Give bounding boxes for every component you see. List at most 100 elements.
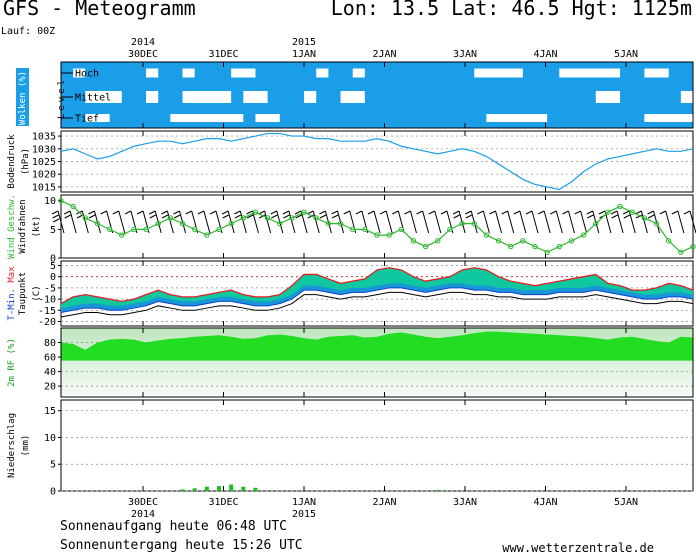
wind-barb-flag (173, 210, 180, 215)
wind-barb (300, 210, 308, 234)
humidity-tick-label: 40 (44, 367, 56, 378)
precipitation-tick-label: 5 (50, 460, 56, 471)
wind-speed-point (143, 226, 149, 233)
wind-barb-flag (295, 214, 302, 219)
wind-series-label: Wind Geschw. (7, 194, 17, 259)
wind-speed-point (106, 226, 113, 233)
wind-barb-flag (294, 210, 302, 215)
cloud-ylabel-text: Wolken (%) (18, 71, 28, 125)
cloud-cell (170, 114, 244, 122)
wind-barb (458, 210, 466, 234)
wind-barb-flag (149, 214, 157, 219)
wind-barb (179, 210, 187, 234)
precipitation-bar (204, 486, 209, 491)
cloud-cell (85, 91, 122, 103)
wind-speed-point (70, 203, 76, 210)
wind-barb (409, 210, 417, 234)
pressure-tick-label: 1035 (32, 132, 56, 143)
wind-speed-point (556, 243, 563, 250)
wind-barb-flag (221, 210, 229, 215)
wind-speed-point (471, 220, 477, 227)
precipitation-bar (229, 484, 234, 491)
wind-barb (640, 210, 648, 234)
top-day-label: 1JAN (292, 49, 316, 60)
temperature-tick-label: 5 (50, 261, 56, 272)
wind-barb-flag (161, 210, 168, 215)
cloud-panel-frame (60, 61, 694, 129)
wind-tick-label: 0 (50, 254, 56, 265)
wind-speed-point (325, 220, 332, 227)
wind-speed-point (264, 215, 271, 221)
wind-speed-point (301, 209, 307, 215)
wind-barb-flag (209, 210, 217, 215)
cloud-cell (644, 68, 669, 78)
precipitation-bar (180, 489, 185, 491)
wind-barb-flag (234, 214, 242, 219)
wind-barb-flag (161, 214, 169, 219)
wind-barb-flag (598, 210, 606, 215)
wind-barb (580, 210, 588, 234)
pressure-ylabel-unit: (hPa) (21, 148, 31, 175)
wind-barb (69, 210, 77, 234)
cloud-label-box (16, 68, 29, 126)
precipitation-ylabel: Niederschlag (mm) (7, 413, 31, 478)
wind-speed-point (580, 232, 587, 238)
wind-barb-flag (501, 210, 508, 215)
wind-barb-flag (525, 210, 533, 215)
cloud-cell (680, 91, 696, 103)
wind-barb-flag (331, 214, 339, 219)
wind-barb (543, 210, 551, 234)
temperature-tick-label: 0 (50, 272, 56, 283)
pressure-tick-label: 1030 (32, 144, 56, 155)
humidity-ylabel-text: 2m RF (%) (7, 338, 17, 387)
cloud-cell (73, 68, 86, 78)
wind-panel-frame (60, 194, 694, 259)
wind-speed-point (617, 203, 623, 210)
cloud-level-label: Hoch (75, 69, 99, 80)
wind-barb-flag (246, 210, 253, 215)
wind-barb-flag (63, 210, 71, 215)
humidity-tick-label: 80 (44, 338, 56, 349)
wind-barb-flag (367, 210, 375, 215)
wind-speed-point (131, 226, 137, 233)
top-day-label: 5JAN (614, 49, 638, 60)
website-link[interactable]: www.wetterzentrale.de (502, 541, 654, 553)
wind-speed-point (277, 220, 283, 227)
cloud-cell (182, 68, 195, 78)
wind-barb (665, 210, 673, 234)
wind-barb (276, 210, 284, 234)
wind-speed-point (386, 232, 392, 238)
wind-barb-flag (234, 210, 241, 215)
sunrise-text: Sonnenaufgang heute 06:48 UTC (60, 519, 287, 534)
wind-barb (567, 210, 575, 234)
wind-barb-flag (428, 210, 435, 215)
bottom-day-label: 31DEC (208, 497, 238, 508)
wind-speed-point (94, 220, 101, 227)
wind-speed-point (349, 226, 356, 233)
precipitation-tick-label: 10 (44, 433, 56, 444)
wind-speed-point (58, 198, 64, 204)
wind-barb (93, 210, 101, 234)
precipitation-bar (241, 486, 246, 491)
wind-speed-point (119, 232, 125, 238)
cloud-level-label: Mittel (75, 93, 111, 104)
wind-barb-flag (197, 210, 205, 215)
wind-speed-point (82, 215, 89, 221)
top-day-label: 31DEC (208, 49, 238, 60)
precipitation-panel-frame (60, 399, 694, 492)
wind-speed-point (629, 209, 635, 215)
precipitation-tick-label: 15 (44, 406, 56, 417)
wind-barb-flag (671, 210, 679, 215)
wind-barb-flag (392, 210, 399, 215)
wind-ylabel-text: Windfahnen (18, 199, 28, 253)
wind-barb (519, 210, 527, 234)
wind-barb-flag (550, 210, 557, 215)
wind-barb (531, 210, 539, 234)
wind-barb-flag (173, 214, 181, 219)
wind-speed-point (653, 220, 660, 227)
wind-speed-point (435, 238, 441, 244)
wind-barb-flag (610, 210, 618, 215)
wind-barb-flag (623, 214, 631, 219)
wind-speed-point (228, 220, 234, 227)
